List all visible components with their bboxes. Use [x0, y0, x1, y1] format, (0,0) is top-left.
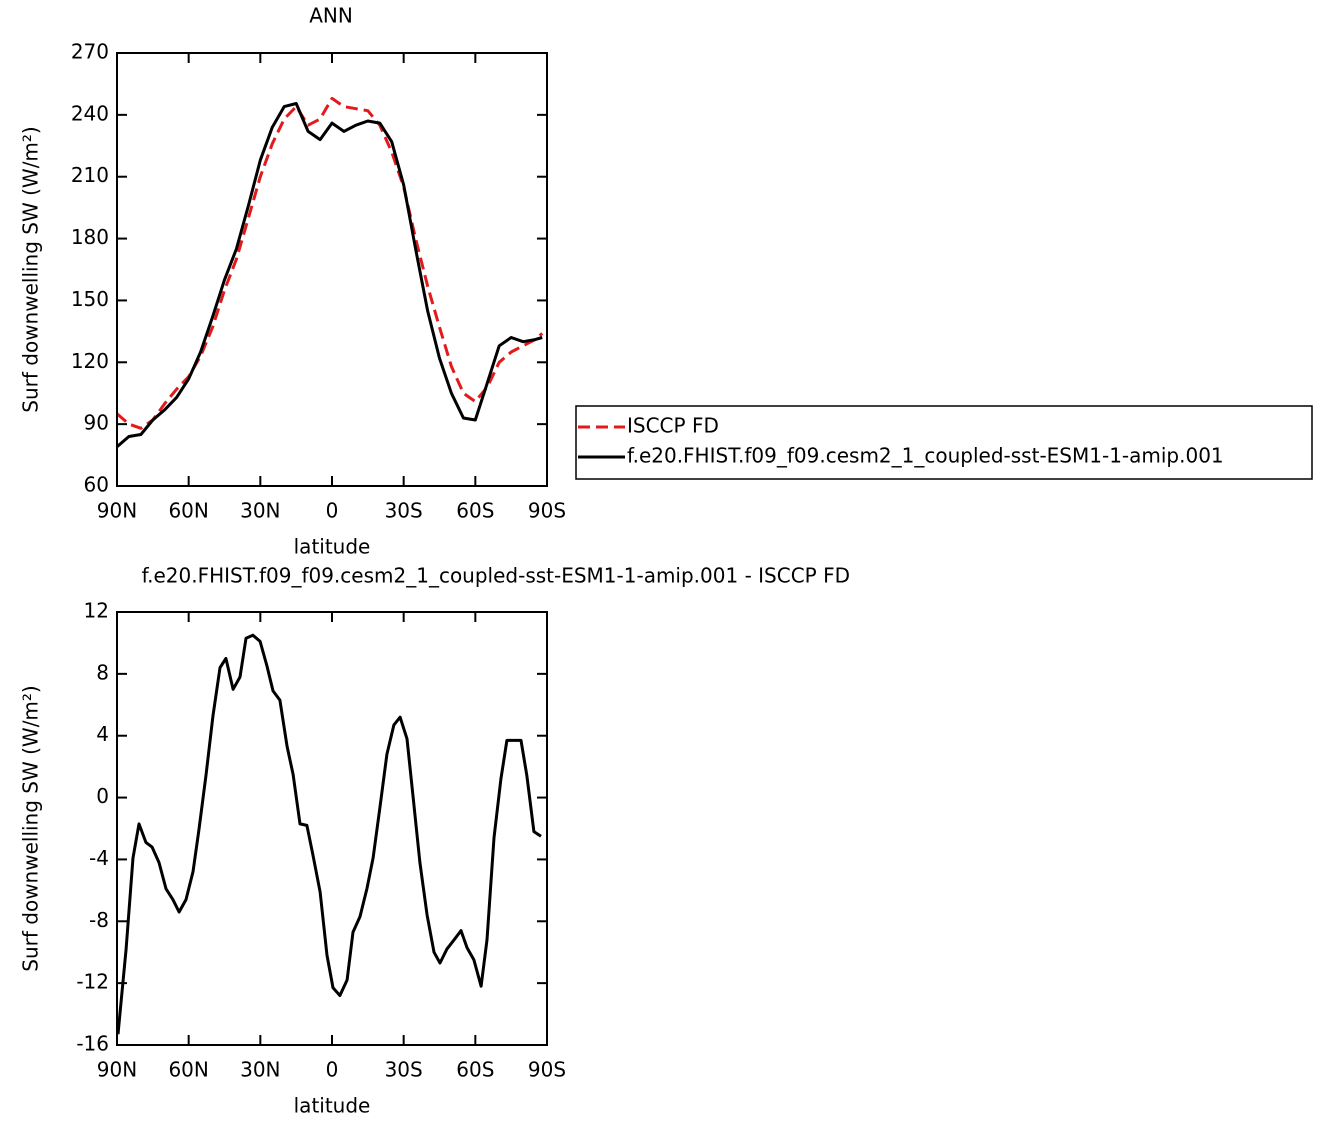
chart-title: ANN — [309, 4, 353, 28]
x-tick-label: 60N — [168, 1058, 208, 1082]
chart-title: f.e20.FHIST.f09_f09.cesm2_1_coupled-sst-… — [142, 564, 850, 588]
x-axis-label: latitude — [294, 535, 371, 559]
y-tick-label: 90 — [84, 411, 109, 435]
x-tick-label: 90S — [528, 499, 566, 523]
y-axis-label: Surf downwelling SW (W/m²) — [19, 126, 43, 412]
data-line — [116, 633, 542, 1035]
x-axis-label: latitude — [294, 1094, 371, 1118]
x-tick-label: 30S — [385, 499, 423, 523]
x-tick-label: 30N — [240, 499, 280, 523]
y-tick-label: -12 — [76, 970, 109, 994]
y-tick-label: 12 — [84, 599, 109, 623]
y-tick-label: 240 — [71, 101, 109, 125]
y-tick-label: 270 — [71, 40, 109, 64]
y-tick-label: -16 — [76, 1032, 109, 1056]
data-line — [116, 102, 543, 448]
y-tick-label: -8 — [89, 908, 109, 932]
x-tick-label: 60S — [456, 499, 494, 523]
x-tick-label: 30N — [240, 1058, 280, 1082]
plot-frame — [116, 52, 548, 487]
x-tick-label: 0 — [326, 1058, 339, 1082]
x-tick-label: 90N — [97, 1058, 137, 1082]
y-tick-label: 150 — [71, 287, 109, 311]
x-tick-label: 90N — [97, 499, 137, 523]
legend-label: f.e20.FHIST.f09_f09.cesm2_1_coupled-sst-… — [627, 444, 1224, 468]
x-tick-label: 90S — [528, 1058, 566, 1082]
y-tick-label: -4 — [89, 846, 109, 870]
y-tick-label: 4 — [96, 722, 109, 746]
x-tick-label: 30S — [385, 1058, 423, 1082]
legend-label: ISCCP FD — [627, 414, 719, 438]
y-tick-label: 60 — [84, 473, 109, 497]
x-tick-label: 60S — [456, 1058, 494, 1082]
y-tick-label: 8 — [96, 660, 109, 684]
y-tick-label: 120 — [71, 349, 109, 373]
y-tick-label: 210 — [71, 163, 109, 187]
y-tick-label: 0 — [96, 784, 109, 808]
data-line — [116, 96, 544, 430]
x-tick-label: 0 — [326, 499, 339, 523]
legend-box — [575, 405, 1313, 480]
y-axis-label: Surf downwelling SW (W/m²) — [19, 685, 43, 971]
x-tick-label: 60N — [168, 499, 208, 523]
y-tick-label: 180 — [71, 225, 109, 249]
